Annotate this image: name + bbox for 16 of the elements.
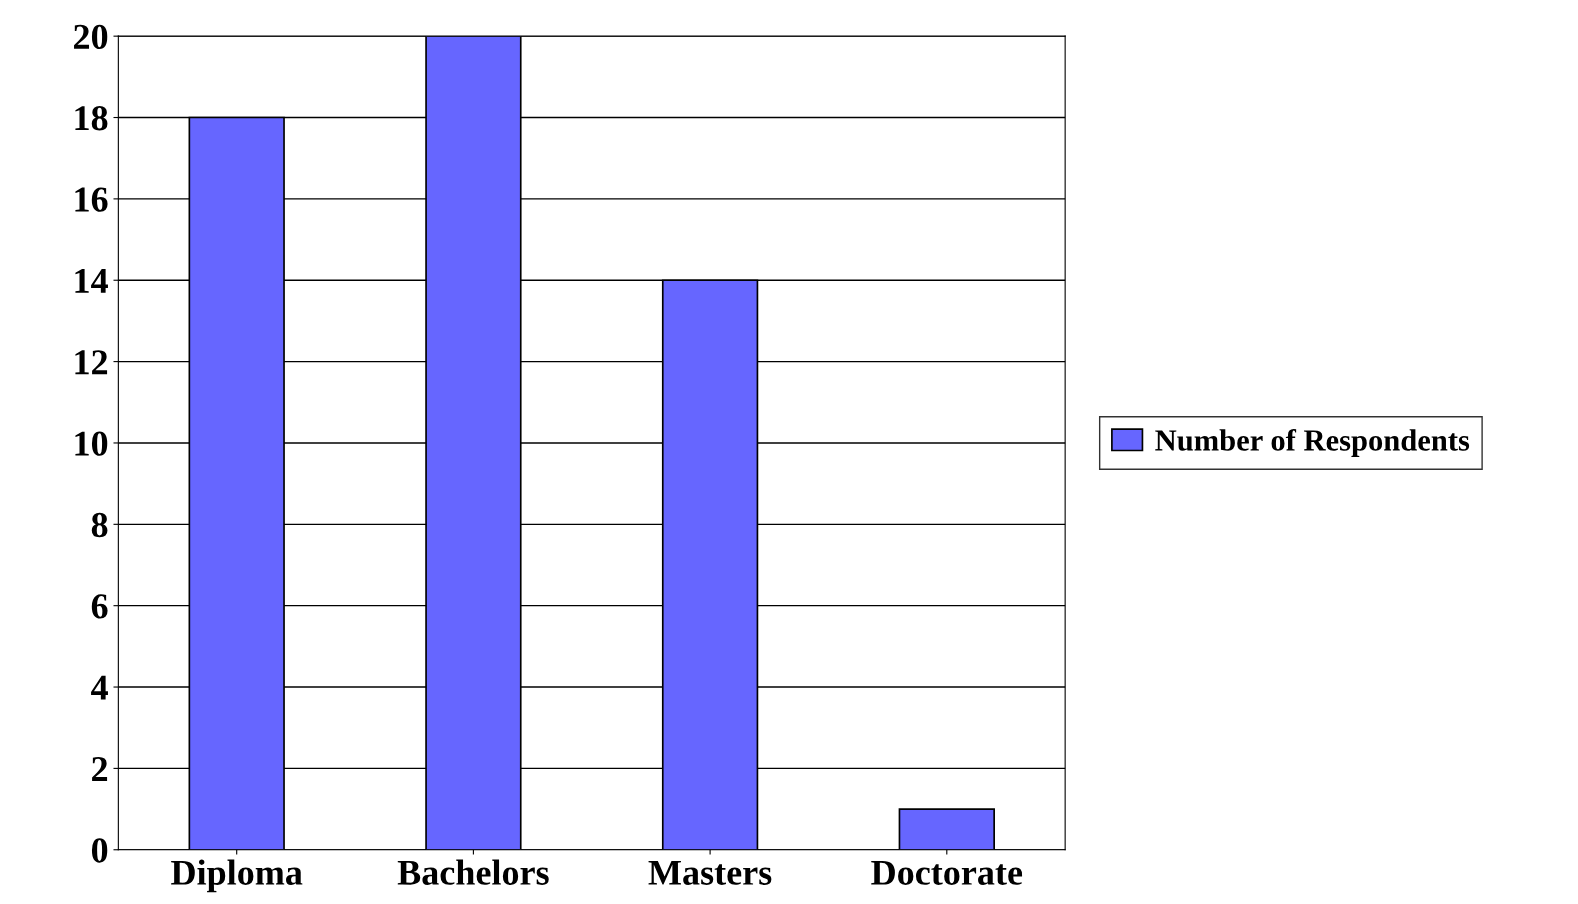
y-tick-label: 12 [75, 350, 108, 375]
y-tick-label: 20 [74, 24, 108, 50]
y-tick-label: 14 [75, 268, 108, 293]
y-tick-label: 0 [91, 838, 108, 863]
y-tick-label: 10 [75, 431, 108, 456]
x-tick-label: Doctorate [871, 860, 1023, 885]
x-tick-label: Diploma [171, 859, 303, 893]
y-tick-label: 6 [91, 594, 108, 619]
y-tick-label: 8 [91, 512, 108, 538]
legend-label: Number of Respondents [1155, 428, 1470, 457]
y-tick-label: 4 [91, 675, 108, 700]
y-tick-label: 16 [75, 187, 108, 212]
y-tick-label: 18 [75, 106, 108, 131]
y-tick-label: 2 [92, 757, 108, 781]
x-tick-label: Bachelors [397, 859, 549, 885]
x-tick-label: Masters [648, 860, 772, 885]
